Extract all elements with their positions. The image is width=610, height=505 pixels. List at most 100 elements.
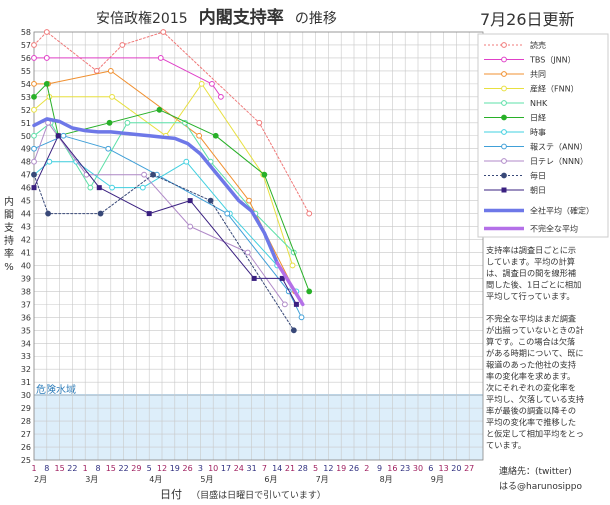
x-tick-label: 8 [44,464,49,473]
y-tick-label: 49 [21,145,31,154]
legend-label: 日経 [530,113,546,123]
note-line: 率の変化率を求めます。 [486,371,575,381]
y-tick-label: 46 [21,184,31,193]
legend-label: 共同 [530,70,546,79]
x-tick-label: 28 [298,464,308,473]
data-point [187,198,193,204]
legend-label: 時事 [530,127,546,137]
data-point [281,301,288,308]
series-line [33,174,295,331]
note-line: 平均して行っています。 [486,291,575,301]
legend-item-6: 時事 [484,127,546,137]
legend-item-3: 産経（FNN） [484,84,579,94]
legend-box [477,33,609,238]
y-tick-label: 27 [21,430,31,439]
data-point [209,80,215,87]
title-suffix: の推移 [295,11,337,27]
data-point [55,133,61,139]
y-tick-label: 28 [21,417,31,426]
legend-marker [501,100,507,106]
note-line: 平均し、欠落している支持 [486,394,584,404]
y-tick-label: 56 [21,54,31,63]
x-tick-label: 22 [67,464,77,473]
y-tick-label: 53 [21,93,31,102]
y-tick-label: 34 [21,339,31,348]
month-label: 6月 [264,475,277,484]
explanation-notes: 支持率は調査日ごとに示しています。平均の計算は、調査日の間を線形補間した後、1日… [486,245,584,450]
x-tick-label: 10 [208,464,218,473]
series-10 [31,133,299,307]
series-line [33,57,222,98]
note-line: 間した後、1日ごとに相加 [486,280,581,290]
series-0 [31,29,313,217]
legend-label: TBS（JNN） [529,56,576,65]
chart-title: 安倍政権2015 内閣支持率 の推移 [96,7,337,28]
y-label-char: 支 [4,222,14,234]
data-point [105,145,112,152]
note-line: が出揃っていないときの計 [486,325,584,335]
month-label: 3月 [85,475,98,484]
legend-marker [501,129,507,135]
x-tick-label: 2 [364,464,369,473]
series-11 [32,117,279,265]
legend-item-10: 朝日 [484,186,546,195]
data-series [31,29,313,334]
data-point [187,223,194,230]
legend-label: 全社平均（確定） [530,206,594,216]
y-tick-label: 52 [21,106,31,115]
x-tick-label: 12 [157,464,167,473]
gridlines [33,31,484,461]
x-tick-label: 21 [285,464,295,473]
data-point [43,80,50,87]
series-line [33,83,310,292]
month-label: 2月 [34,475,47,484]
x-tick-label: 6 [428,464,433,473]
series-12 [275,261,305,307]
data-point [43,55,50,61]
x-tick-label: 12 [323,464,333,473]
legend-marker [501,172,507,179]
x-tick-label: 1 [31,464,36,473]
data-point [31,132,37,139]
danger-zone: 危険水域 [34,383,483,460]
data-point [279,275,285,281]
series-1 [31,55,224,100]
data-point [256,119,263,126]
y-tick-label: 29 [21,404,31,413]
x-tick-label: 17 [221,464,231,473]
note-line: 次にそれぞれの変化率を [486,383,576,393]
x-tick-label: 8 [95,464,100,473]
y-tick-label: 40 [21,261,31,270]
update-date: 7月26日更新 [480,10,575,29]
legend-marker [501,42,507,48]
y-tick-label: 32 [21,365,31,374]
y-tick-label: 26 [21,443,31,452]
legend-label: 毎日 [530,171,546,181]
y-axis-label: 内閣支持率% [4,195,14,273]
data-point [293,301,299,307]
note-line: と仮定して相加平均をとっ [486,429,584,439]
x-tick-label: 1 [83,464,88,473]
x-axis-title: 日付 [160,488,182,501]
data-point [150,171,156,178]
y-tick-label: 44 [21,210,31,219]
legend-item-12: 不完全な平均 [484,224,578,234]
x-tick-label: 14 [272,464,282,473]
danger-zone-fill [34,395,483,460]
data-point [306,288,313,295]
y-label-char: % [4,262,14,273]
month-label: 5月 [200,475,213,484]
series-line [33,135,297,305]
data-point [290,327,297,334]
note-line: ています。 [486,440,526,450]
x-tick-label: 24 [234,464,244,473]
legend-label: 報ステ（ANN） [530,143,587,152]
x-tick-label: 3 [198,464,203,473]
legend-item-5: 日経 [484,113,546,123]
legend-marker [501,71,507,77]
y-label-char: 内 [4,195,14,208]
y-tick-label: 25 [21,456,31,465]
legend-label: 読売 [530,40,546,50]
x-tick-label: 13 [439,464,449,473]
